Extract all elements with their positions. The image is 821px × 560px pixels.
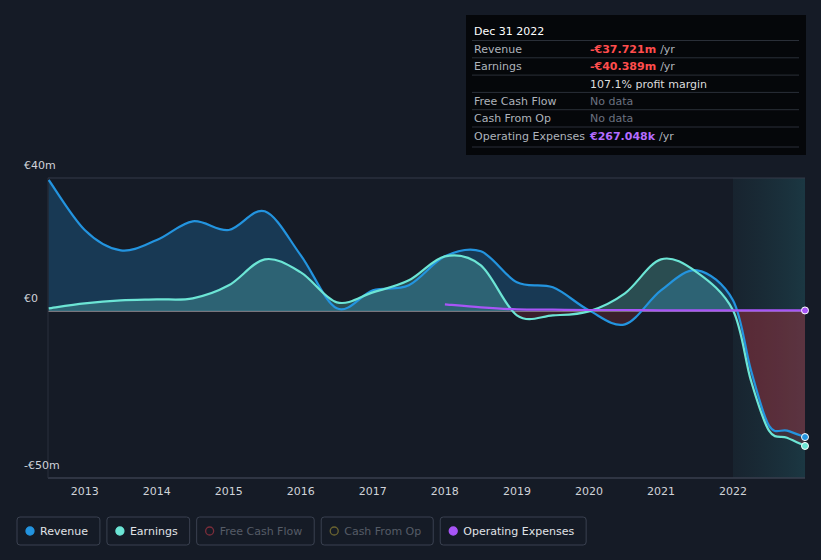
grid-line [48,478,805,479]
legend-box [17,517,100,545]
tooltip-label: Revenue [474,43,522,56]
legend-label: Earnings [130,525,178,538]
x-tick-label: 2013 [71,485,99,498]
legend-label: Operating Expenses [463,525,574,538]
x-tick-label: 2022 [719,485,747,498]
grid-line [48,178,805,179]
tooltip-title: Dec 31 2022 [474,25,544,38]
tooltip-value: -€40.389m [590,60,656,73]
x-tick-label: 2014 [143,485,171,498]
end-marker [802,434,809,441]
x-tick-label: 2020 [575,485,603,498]
area-negative [49,311,805,437]
tooltip-value: 107.1% profit margin [590,78,707,91]
tooltip-value: No data [590,95,633,108]
legend-label: Cash From Op [344,525,421,538]
series-line [49,255,805,446]
x-tick-label: 2018 [431,485,459,498]
background [0,0,821,560]
legend-item: Free Cash Flow [197,517,315,545]
tooltip: Dec 31 2022 Revenue -€37.721m/yr Earnings -€… [466,15,806,155]
tooltip-divider [472,75,799,76]
x-tick-label: 2015 [215,485,243,498]
legend-marker [330,527,338,535]
tooltip-divider [472,109,799,110]
y-tick-label: €40m [24,159,56,172]
tooltip-divider [472,147,799,148]
legend-box [440,517,586,545]
tooltip-value: €267.048k [589,130,656,143]
legend-item: Revenue [17,517,100,545]
x-tick-label: 2017 [359,485,387,498]
tooltip-divider [472,40,799,41]
y-tick-label: €0 [24,292,38,305]
area-negative [49,311,805,446]
legend-label: Revenue [40,525,88,538]
tooltip-label: Earnings [474,60,522,73]
legend-box [107,517,190,545]
tooltip-value: No data [590,112,633,125]
legend-label: Free Cash Flow [220,525,303,538]
negative-areas [49,311,805,446]
tooltip-label: Operating Expenses [474,130,585,143]
legend-box [321,517,433,545]
series-line [49,180,805,437]
series-line [445,304,805,310]
legend-marker [449,527,457,535]
tooltip-divider [472,127,799,128]
legend-marker [206,527,214,535]
positive-areas [49,180,805,311]
chart: €40m €0 -€50m 2013 2014 2015 2016 2017 2018 2019 2… [0,0,821,560]
end-marker [802,442,809,449]
legend-item: Operating Expenses [440,517,586,545]
y-tick-label: -€50m [24,459,60,472]
end-marker [802,307,809,314]
lines [49,180,805,446]
tooltip-unit: /yr [660,60,675,73]
plot-area [49,180,805,446]
tooltip-unit: /yr [659,130,674,143]
x-tick-label: 2021 [647,485,675,498]
tooltip-label: Cash From Op [474,112,551,125]
tooltip-unit: /yr [660,43,675,56]
x-tick-label: 2016 [287,485,315,498]
axis-line [48,178,49,478]
legend-marker [116,527,124,535]
tooltip-value: -€37.721m [590,43,656,56]
tooltip-divider [472,57,799,58]
legend-item: Cash From Op [321,517,433,545]
area-positive [49,255,805,311]
legend-marker [26,527,34,535]
x-tick-label: 2019 [503,485,531,498]
legend-item: Earnings [107,517,190,545]
legend-box [197,517,315,545]
axis-line [48,478,805,479]
tooltip-box [466,15,806,155]
tooltip-label: Free Cash Flow [474,95,557,108]
tooltip-divider [472,92,799,93]
